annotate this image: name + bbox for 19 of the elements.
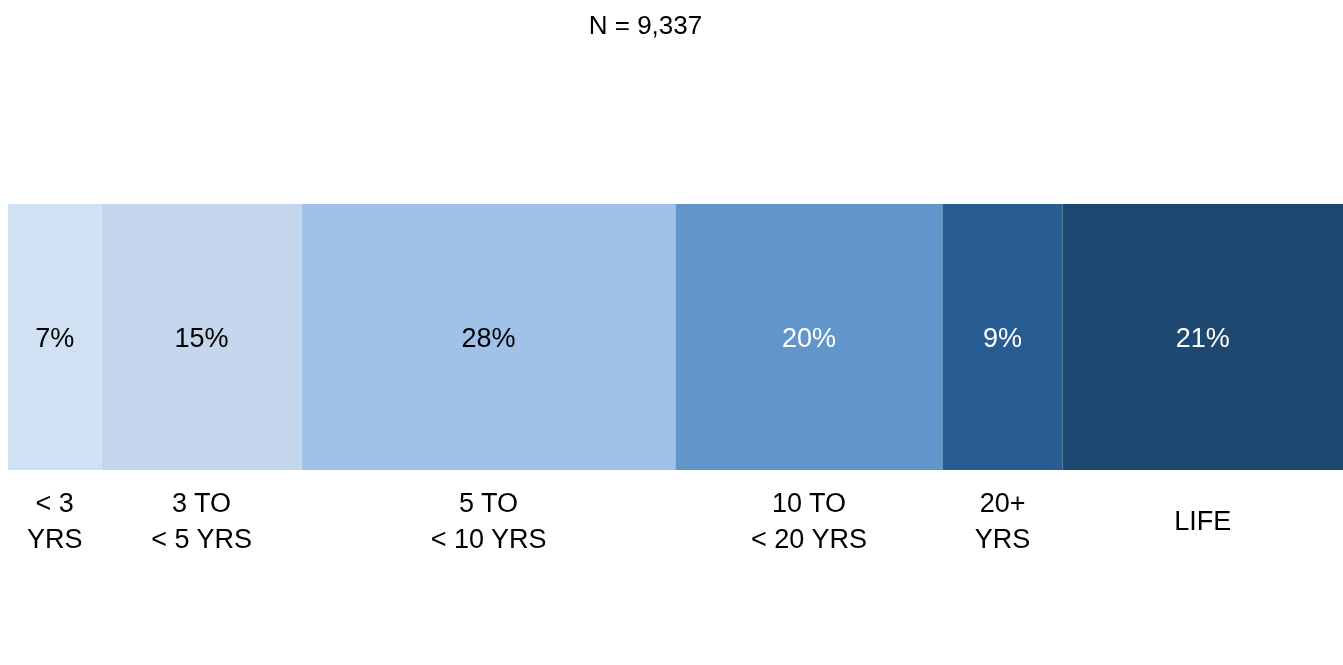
series-label: < 3 YRS [26, 488, 83, 554]
data-label: 15% [174, 323, 229, 353]
series-label: 3 TO < 5 YRS [151, 488, 252, 554]
bar [101, 204, 302, 470]
bar [8, 204, 102, 470]
chart-title: N = 9,337 [587, 10, 704, 41]
bar [942, 204, 1063, 470]
bar [675, 204, 943, 470]
series-label: LIFE [1174, 506, 1232, 536]
data-label: 20% [781, 323, 837, 353]
series-label: 10 TO < 20 YRS [751, 488, 867, 554]
series-label: 20+ YRS [974, 488, 1031, 554]
data-label: 9% [983, 323, 1023, 353]
data-label: 28% [461, 323, 516, 353]
data-label: 7% [35, 323, 75, 353]
series-label: 5 TO < 10 YRS [430, 488, 547, 554]
bar [301, 204, 676, 470]
data-label: 21% [1175, 323, 1230, 353]
bar [1062, 204, 1343, 470]
